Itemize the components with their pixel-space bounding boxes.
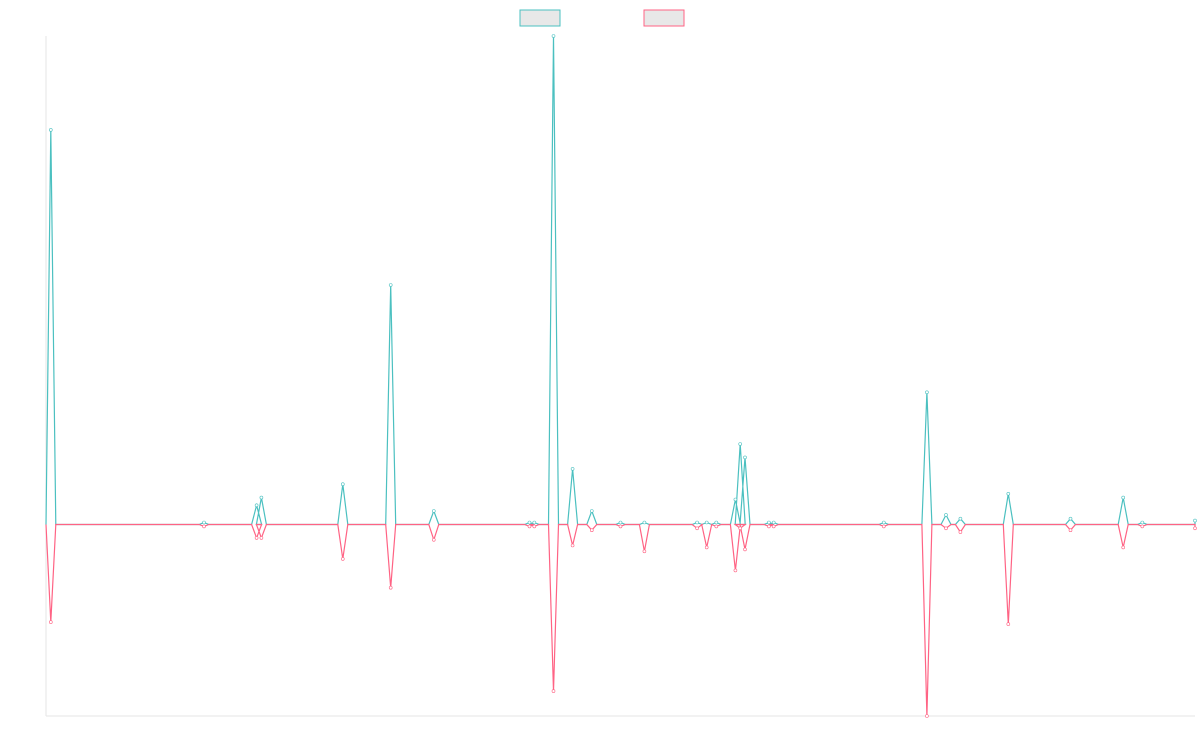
data-point[interactable] <box>704 545 709 550</box>
data-point[interactable] <box>527 520 532 525</box>
series-layer <box>45 35 1196 717</box>
data-point[interactable] <box>618 524 623 529</box>
data-point[interactable] <box>767 520 771 525</box>
data-point[interactable] <box>704 520 709 525</box>
data-point[interactable] <box>618 520 623 525</box>
data-point[interactable] <box>254 536 259 540</box>
legend-swatch <box>519 9 561 27</box>
data-point[interactable] <box>1121 545 1125 550</box>
data-point[interactable] <box>714 520 719 525</box>
series-line-1 <box>45 35 1196 526</box>
data-point[interactable] <box>958 530 963 534</box>
data-point[interactable] <box>642 520 647 525</box>
data-point[interactable] <box>695 520 699 525</box>
data-point[interactable] <box>259 495 264 500</box>
data-point[interactable] <box>1193 518 1197 523</box>
data-point[interactable] <box>743 547 747 552</box>
data-point[interactable] <box>925 714 929 718</box>
data-point[interactable] <box>881 524 886 529</box>
data-point[interactable] <box>551 34 556 38</box>
data-point[interactable] <box>589 528 594 533</box>
data-point[interactable] <box>202 520 206 525</box>
data-point[interactable] <box>743 455 747 460</box>
data-point[interactable] <box>738 526 743 531</box>
data-point[interactable] <box>944 526 948 531</box>
data-point[interactable] <box>259 536 264 540</box>
data-point[interactable] <box>944 513 948 517</box>
data-point[interactable] <box>388 585 393 590</box>
data-point[interactable] <box>340 482 345 487</box>
data-point[interactable] <box>925 390 929 395</box>
data-point[interactable] <box>738 442 743 446</box>
data-point[interactable] <box>48 620 53 624</box>
data-point[interactable] <box>340 557 345 561</box>
data-point[interactable] <box>1006 491 1011 496</box>
data-point[interactable] <box>771 520 776 525</box>
data-point[interactable] <box>431 537 436 542</box>
data-point[interactable] <box>532 524 537 529</box>
axes <box>45 36 1195 717</box>
data-point[interactable] <box>48 128 53 132</box>
series-line-2 <box>45 523 1196 717</box>
legend-item-1[interactable] <box>519 9 561 27</box>
data-point[interactable] <box>202 524 206 529</box>
data-point[interactable] <box>767 524 771 529</box>
data-point[interactable] <box>1193 526 1197 531</box>
data-point[interactable] <box>1006 622 1011 626</box>
data-point[interactable] <box>1068 528 1073 533</box>
data-point[interactable] <box>1140 520 1145 525</box>
legend-swatch <box>643 9 685 27</box>
data-point[interactable] <box>551 689 556 693</box>
data-point[interactable] <box>589 509 594 513</box>
data-point[interactable] <box>527 524 532 529</box>
data-point[interactable] <box>388 283 393 287</box>
data-point[interactable] <box>570 467 575 471</box>
data-point[interactable] <box>1068 516 1073 521</box>
data-point[interactable] <box>1121 495 1125 500</box>
data-point[interactable] <box>881 520 886 525</box>
legend[interactable] <box>519 9 685 27</box>
data-point[interactable] <box>254 503 259 508</box>
legend-item-2[interactable] <box>643 9 685 27</box>
data-point[interactable] <box>642 549 647 554</box>
data-point[interactable] <box>714 524 719 529</box>
data-point[interactable] <box>771 524 776 529</box>
data-point[interactable] <box>431 509 436 513</box>
data-point[interactable] <box>958 516 963 521</box>
data-point[interactable] <box>733 568 738 573</box>
data-point[interactable] <box>695 526 699 531</box>
data-point[interactable] <box>570 543 575 548</box>
data-point[interactable] <box>532 520 537 525</box>
points-layer <box>48 34 1197 718</box>
data-point[interactable] <box>733 497 738 502</box>
data-point[interactable] <box>1140 524 1145 529</box>
